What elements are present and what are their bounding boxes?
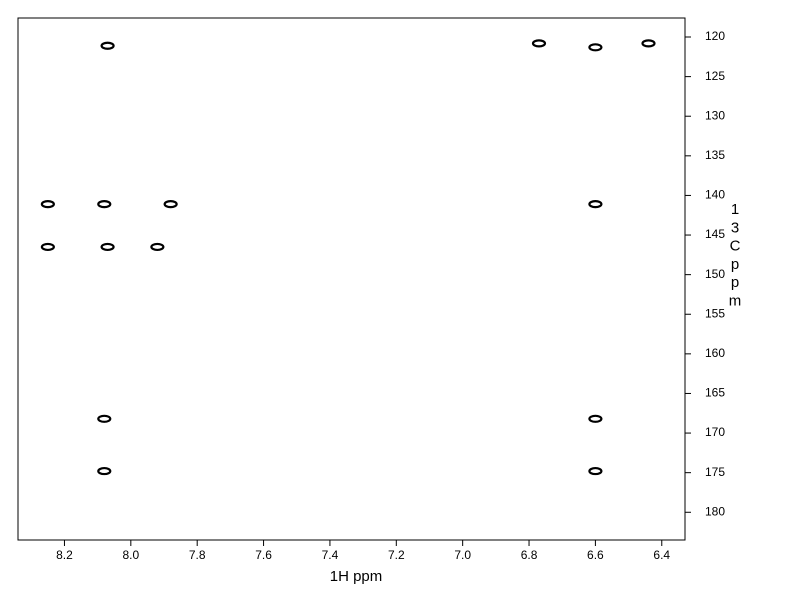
y-tick-label: 145 — [705, 227, 725, 241]
peak — [97, 200, 112, 209]
x-tick-label: 7.4 — [322, 548, 339, 562]
peak — [100, 41, 115, 50]
y-tick-label: 160 — [705, 346, 725, 360]
y-tick-label: 165 — [705, 386, 725, 400]
x-tick-label: 6.4 — [653, 548, 670, 562]
peak — [100, 242, 115, 252]
peak — [531, 39, 547, 48]
x-tick-label: 6.6 — [587, 548, 604, 562]
y-tick-label: 180 — [705, 504, 725, 518]
y-tick-label: 170 — [705, 425, 725, 439]
x-tick-label: 6.8 — [521, 548, 538, 562]
x-tick-label: 8.2 — [56, 548, 73, 562]
y-tick-label: 130 — [705, 108, 725, 122]
plot-frame — [17, 17, 686, 541]
y-tick-label: 120 — [705, 29, 725, 43]
peak — [97, 414, 112, 423]
peak — [641, 39, 656, 48]
peak — [588, 414, 603, 423]
y-tick-label: 175 — [705, 465, 725, 479]
peak — [588, 466, 603, 476]
peak — [588, 43, 603, 52]
x-tick-label: 7.8 — [189, 548, 206, 562]
x-tick-label: 8.0 — [122, 548, 139, 562]
y-tick-label: 135 — [705, 148, 725, 162]
x-tick-label: 7.2 — [388, 548, 405, 562]
y-tick-label: 155 — [705, 306, 725, 320]
peak — [150, 242, 165, 252]
peak — [40, 200, 55, 209]
peak — [163, 200, 178, 209]
x-tick-label: 7.0 — [454, 548, 471, 562]
peak — [40, 242, 55, 252]
y-tick-label: 150 — [705, 267, 725, 281]
peak — [97, 466, 112, 476]
x-axis-title: 1H ppm — [330, 568, 383, 585]
peak — [588, 200, 603, 209]
y-tick-label: 140 — [705, 188, 725, 202]
y-tick-label: 125 — [705, 69, 725, 83]
x-tick-label: 7.6 — [255, 548, 272, 562]
